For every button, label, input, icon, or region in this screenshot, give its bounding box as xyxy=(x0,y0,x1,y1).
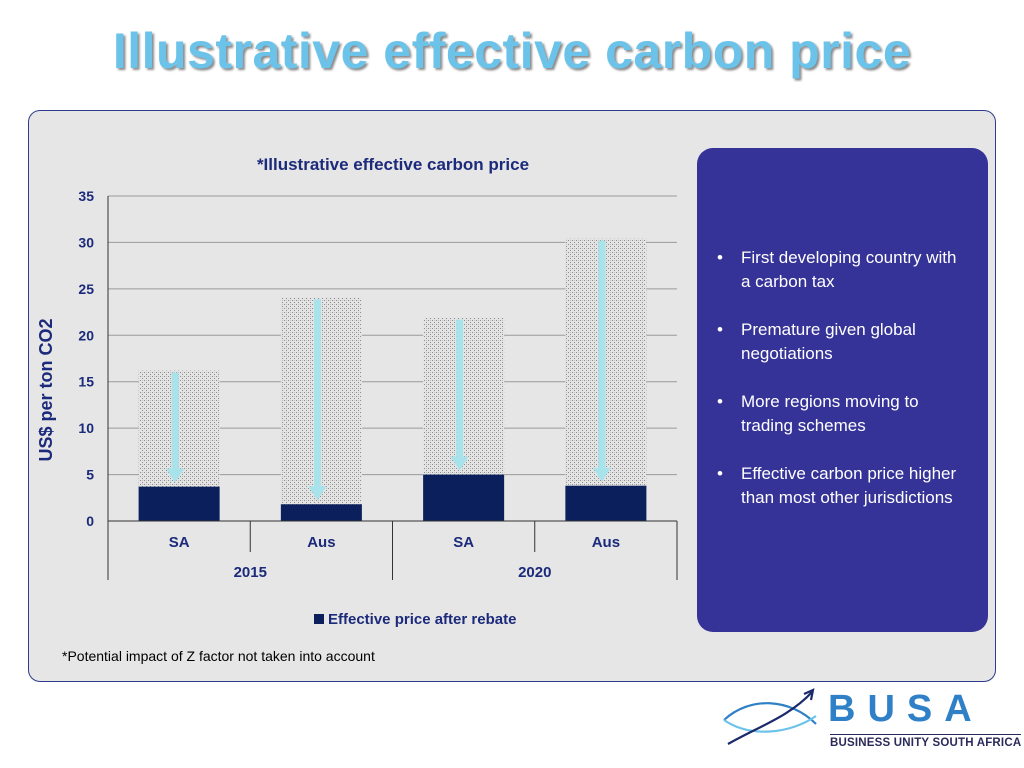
effective-price-bar xyxy=(280,504,362,521)
bullet-icon: • xyxy=(717,392,723,411)
x-category-label: SA xyxy=(453,534,474,551)
y-tick-label: 10 xyxy=(78,420,94,436)
key-point-item: • First developing country with a carbon … xyxy=(713,246,964,294)
down-arrow-icon xyxy=(166,468,185,483)
effective-price-bar xyxy=(138,486,220,521)
x-category-label: Aus xyxy=(307,534,335,551)
x-category-label: Aus xyxy=(592,534,620,551)
y-tick-label: 30 xyxy=(78,234,94,250)
x-category-label: SA xyxy=(169,534,190,551)
bullet-icon: • xyxy=(717,248,723,267)
y-axis-label: US$ per ton CO2 xyxy=(36,318,56,461)
y-tick-label: 5 xyxy=(86,467,94,483)
stippled-bar xyxy=(565,238,647,521)
key-point-text: More regions moving to trading schemes xyxy=(741,392,919,435)
bullet-icon: • xyxy=(717,320,723,339)
y-tick-label: 25 xyxy=(78,281,94,297)
key-point-text: Premature given global negotiations xyxy=(741,320,916,363)
effective-price-bar xyxy=(565,485,647,521)
chart-title: *Illustrative effective carbon price xyxy=(257,155,529,174)
key-points-list: • First developing country with a carbon … xyxy=(713,246,964,510)
effective-price-bar xyxy=(423,474,505,521)
y-tick-label: 0 xyxy=(86,513,94,529)
y-tick-label: 20 xyxy=(78,327,94,343)
y-tick-label: 15 xyxy=(78,374,94,390)
legend-label: Effective price after rebate xyxy=(328,611,516,628)
bullet-icon: • xyxy=(717,464,723,483)
logo-subtitle: BUSINESS UNITY SOUTH AFRICA xyxy=(830,734,1022,749)
down-arrow-icon xyxy=(450,456,469,471)
down-arrow-icon xyxy=(308,486,327,501)
key-point-item: • More regions moving to trading schemes xyxy=(713,390,964,438)
key-point-item: • Premature given global negotiations xyxy=(713,318,964,366)
busa-logo-icon xyxy=(723,688,817,745)
x-group-label: 2020 xyxy=(518,564,551,581)
key-points-box: • First developing country with a carbon … xyxy=(697,148,988,632)
stippled-bar xyxy=(280,297,362,521)
key-point-text: Effective carbon price higher than most … xyxy=(741,464,957,507)
key-point-item: • Effective carbon price higher than most… xyxy=(713,462,964,510)
footnote: *Potential impact of Z factor not taken … xyxy=(62,648,375,664)
slide-title: Illustrative effective carbon price xyxy=(112,23,912,79)
x-group-label: 2015 xyxy=(234,564,267,581)
logo-wordmark: BUSA xyxy=(828,688,984,730)
down-arrow-icon xyxy=(592,467,611,482)
legend-swatch xyxy=(314,614,324,624)
y-tick-label: 35 xyxy=(78,188,94,204)
key-point-text: First developing country with a carbon t… xyxy=(741,248,957,291)
